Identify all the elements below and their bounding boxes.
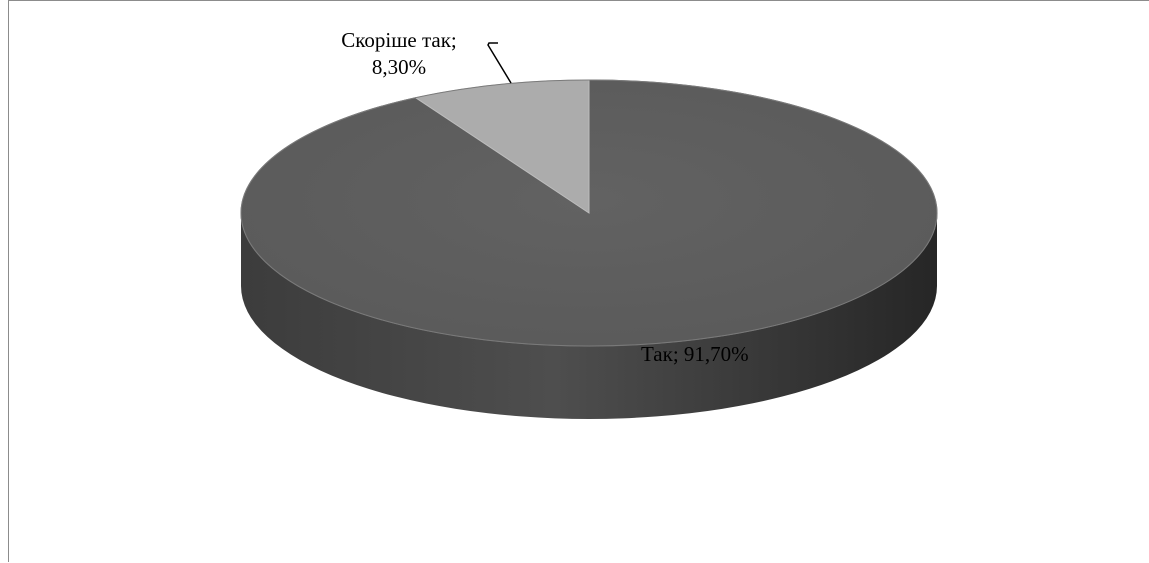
leader-line	[487, 42, 512, 84]
pie-rim	[240, 79, 938, 347]
pie-chart: Так; 91,70% Скоріше так; 8,30%	[240, 28, 938, 419]
data-label-skorishe-tak-line1: Скоріше так;	[341, 28, 457, 52]
chart-area: Так; 91,70% Скоріше так; 8,30%	[8, 0, 1149, 562]
pie-side	[241, 213, 937, 419]
data-label-tak: Так; 91,70%	[641, 342, 749, 366]
data-label-skorishe-tak-line2: 8,30%	[372, 55, 426, 79]
